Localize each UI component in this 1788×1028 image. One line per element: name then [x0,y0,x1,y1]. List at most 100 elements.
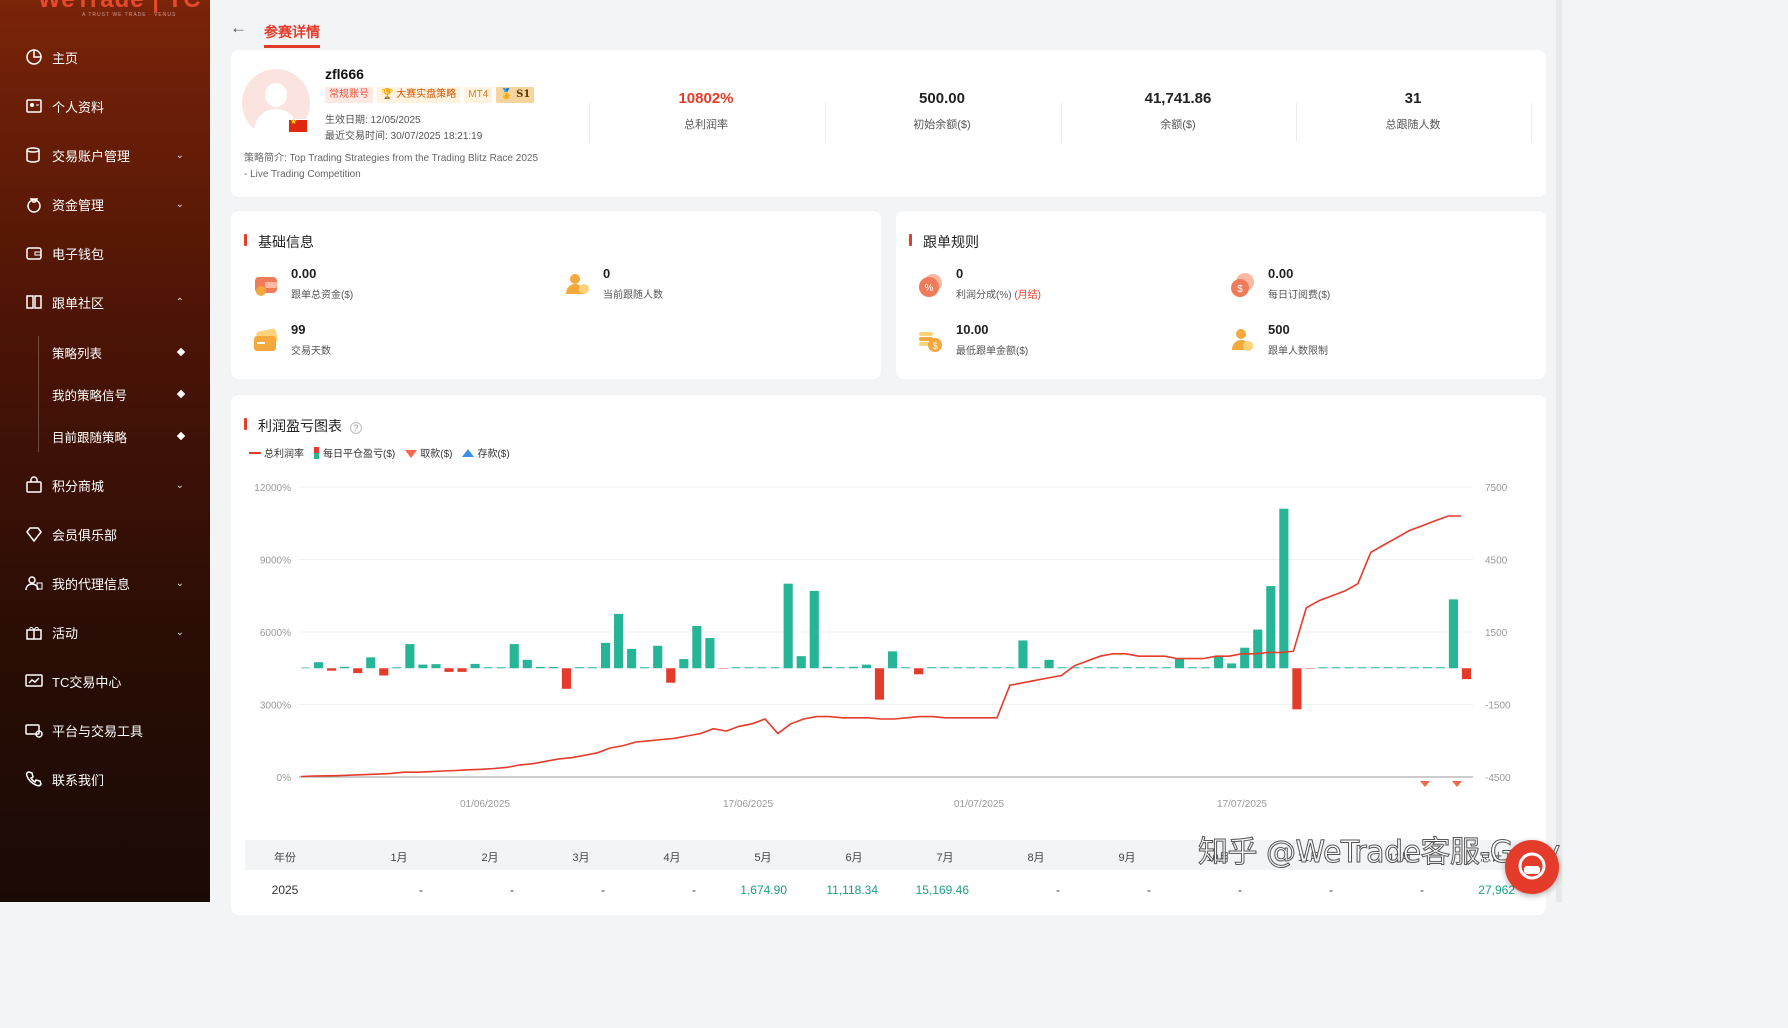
sidebar-item-5[interactable]: 跟单社区 ⌃ [0,282,210,322]
pie-chart-icon [26,49,42,65]
pnl-bar [561,668,571,689]
table-cell: - [510,883,514,897]
sidebar-item-11[interactable]: 平台与交易工具 [0,710,210,750]
dollar-coin-icon: $ [1231,273,1254,297]
withdraw-marker [1420,781,1430,787]
table-header-cell: 2月 [481,852,499,864]
table-header-cell: 10月 [1206,852,1230,864]
sidebar-subitem-label: 我的策略信号 [52,388,128,403]
shopping-bag-icon [26,476,42,493]
pnl-bar [1318,667,1328,669]
sidebar-item-label: 平台与交易工具 [52,723,144,739]
sidebar-item-3[interactable]: 资金管理 ⌄ [0,184,210,224]
wallet-icon [26,247,42,260]
legend-withdraw[interactable]: 取款($) [405,445,452,460]
sidebar-subitem-label: 目前跟随策略 [52,430,128,445]
pnl-bar [666,668,676,683]
sidebar-subitem-0[interactable]: 策略列表 [0,336,210,368]
sidebar-item-4[interactable]: 电子钱包 [0,233,210,273]
wallet-coins-icon [255,277,277,296]
sidebar-item-1[interactable]: 个人资料 [0,86,210,126]
stat-balance: 41,741.86 余额($) [1144,90,1212,131]
customer-service-button[interactable] [1505,840,1559,894]
percent-coin-icon: % [919,274,942,297]
svg-text:%: % [925,283,934,294]
x-tick-label: 01/07/2025 [954,799,1004,810]
y-right-tick-label: 4500 [1485,556,1508,567]
diamond-bullet-icon [176,347,186,357]
table-cell: - [1147,883,1151,897]
pnl-bar [1070,667,1080,669]
sidebar-subitem-2[interactable]: 目前跟随策略 [0,420,210,452]
watermark: 知乎 @WeTrade客服-Gary [1198,835,1561,871]
table-cell: - [1238,883,1242,897]
pnl-bar [457,668,467,672]
table-cell: - [419,883,423,897]
legend-total-profit[interactable]: 总利润率 [249,445,304,460]
pnl-bar [848,666,858,669]
pnl-bar [444,668,454,672]
pnl-bar [1279,508,1289,669]
sidebar-subitem-1[interactable]: 我的策略信号 [0,378,210,410]
pnl-bar [548,667,558,669]
table-cell: 15,169.46 [915,883,969,897]
pnl-bar [1292,668,1302,710]
pnl-bar [1083,667,1093,669]
badge-contest-strategy: 🏆 大赛实盘策略 [377,87,461,103]
sidebar-item-label: 主页 [52,50,79,66]
sidebar-item-10[interactable]: TC交易中心 [0,661,210,701]
pnl-bar [796,656,806,669]
table-cell: 2025 [271,883,299,897]
pnl-bar [731,667,741,669]
table-cell: 11,118.34 [826,883,878,897]
pnl-bar [1161,667,1172,669]
sidebar-item-label: TC交易中心 [52,674,122,690]
main-content: ← 参赛详情 zfl666 常规账号 🏆 大赛实盘策略 MT4 🏅 S1 生效日… [210,0,1562,915]
badges: 常规账号 🏆 大赛实盘策略 MT4 🏅 S1 [325,87,535,103]
pnl-bar [1096,667,1106,669]
chevron-icon: ⌄ [175,149,184,161]
table-header-cell: 年份 [274,852,296,864]
pnl-bar [783,583,793,669]
chart-card: 利润盈亏图表 ? 总利润率 每日平仓盈亏($) 取款($) 存款($) 0% 30… [231,395,1546,915]
table-cell: 27,962 [1478,883,1515,897]
legend-deposit[interactable]: 存款($) [462,445,510,460]
pnl-bar [627,648,637,669]
table-header-cell: 7月 [936,852,954,864]
scrollbar[interactable] [1556,0,1562,902]
pnl-bar [1253,629,1263,669]
sidebar-item-8[interactable]: 我的代理信息 ⌄ [0,563,210,603]
sidebar-item-2[interactable]: 交易账户管理 ⌄ [0,135,210,175]
pnl-bar [1435,667,1445,669]
pnl-bar [914,668,924,675]
china-flag-icon [288,117,308,133]
chart-monitor-icon [25,674,43,687]
sidebar-item-9[interactable]: 活动 ⌄ [0,612,210,652]
sidebar-item-label: 我的代理信息 [52,576,131,592]
table-cell: - [601,883,605,897]
submenu-guide-line [38,336,39,452]
sidebar-item-6[interactable]: 积分商城 ⌄ [0,465,210,505]
sidebar-item-0[interactable]: 主页 [0,37,210,77]
phone-icon [25,771,42,787]
stat-total-profit: 10802% 总利润率 [678,90,734,131]
pnl-bar [1005,667,1015,669]
chevron-icon: ⌄ [175,198,184,210]
help-icon[interactable]: ? [349,422,362,434]
pnl-bar [1122,667,1132,669]
table-cell: - [692,883,696,897]
sidebar-item-7[interactable]: 会员俱乐部 [0,514,210,554]
sidebar-item-label: 活动 [52,625,79,641]
pnl-bar [953,667,963,669]
pnl-bar [979,667,989,669]
legend-daily-pnl[interactable]: 每日平仓盈亏($) [314,445,395,460]
back-arrow-icon[interactable]: ← [230,18,247,37]
table-header-cell: 12月 [1388,852,1412,864]
coin-stack-icon: $ [919,332,942,352]
sidebar-item-12[interactable]: 联系我们 [0,759,210,799]
badge-normal-account: 常规账号 [325,87,373,103]
sidebar-item-label: 跟单社区 [52,295,105,311]
chevron-icon: ⌃ [175,296,184,308]
pnl-bar [1240,647,1250,669]
diamond-bullet-icon [176,389,186,399]
